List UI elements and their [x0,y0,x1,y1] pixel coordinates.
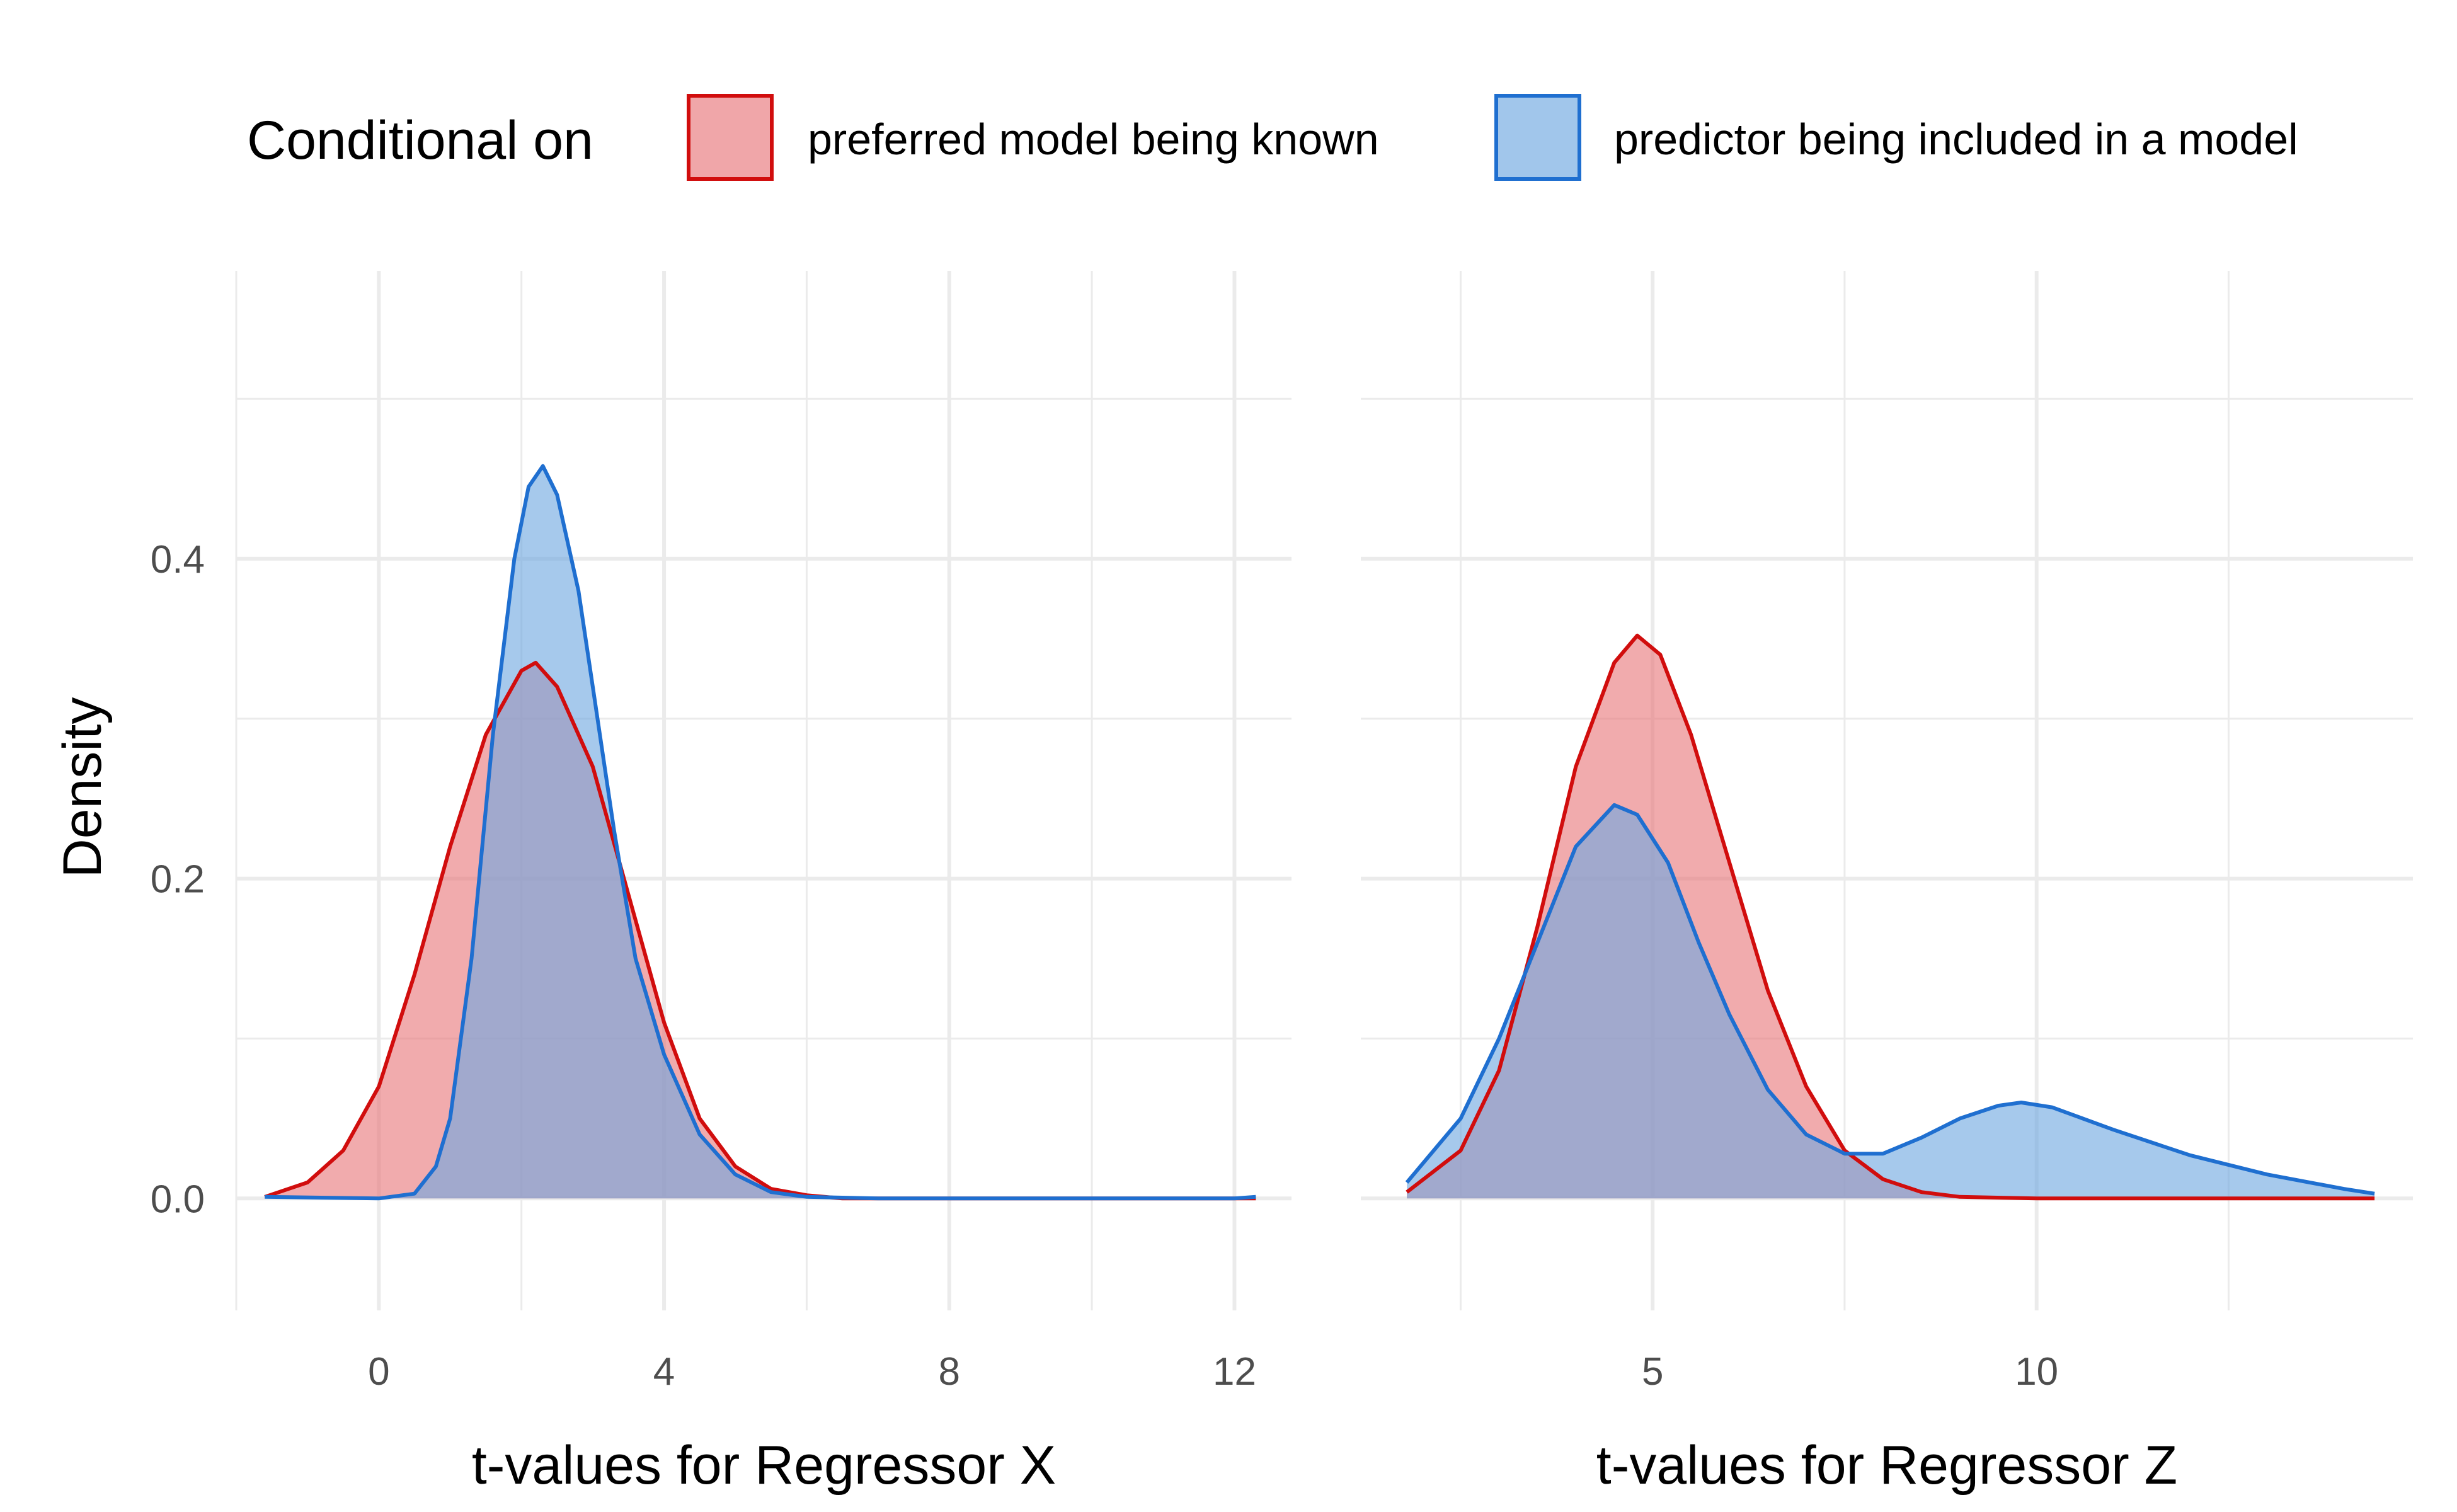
density-area-preferred-model-left [265,662,1256,1199]
legend-swatch-predictor-included [1494,94,1581,181]
legend-label-predictor-included: predictor being included in a model [1614,115,2298,164]
density-line-predictor-included-right [1405,803,2375,1196]
x-tick-label: 12 [1213,1350,1256,1394]
legend: Conditional on preferred model being kno… [247,94,2298,181]
y-tick-label: 0.2 [151,858,205,902]
legend-title: Conditional on [247,110,593,171]
panel-left: 0 4 8 12 t-values for Regressor X 0.0 0.2 0.4 [151,271,1292,1496]
density-area-predictor-included-left [265,466,1256,1199]
x-tick-label: 4 [653,1350,675,1394]
density-area-predictor-included-right [1407,805,2375,1199]
legend-label-preferred-model: preferred model being known [808,115,1379,164]
x-tick-label: 10 [2015,1350,2058,1394]
density-line-predictor-included-left [265,464,1256,1201]
y-tick-label: 0.0 [151,1177,205,1221]
x-tick-label: 8 [939,1350,960,1394]
x-tick-label: 5 [1642,1350,1663,1394]
density-line-preferred-model-right [1406,633,2375,1201]
grid-left [235,271,1292,1310]
legend-swatch-preferred-model [687,94,774,181]
x-axis-title: t-values for Regressor Z [1596,1435,2177,1496]
x-axis-title: t-values for Regressor X [472,1435,1056,1496]
y-tick-label: 0.4 [151,538,205,581]
x-tick-label: 0 [368,1350,389,1394]
panel-right: 5 10 t-values for Regressor Z [1361,271,2413,1496]
y-axis-title: Density [52,697,113,878]
